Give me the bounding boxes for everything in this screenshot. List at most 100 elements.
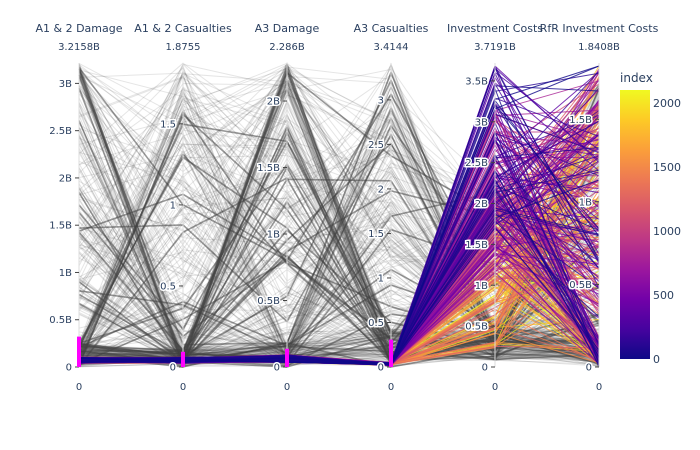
axis-range-max: 1.8408B (578, 42, 620, 53)
context-line (78, 197, 600, 362)
tick-label: 1.5 (368, 229, 384, 240)
axis-range-min: 0 (180, 382, 186, 393)
axis-title[interactable]: A1 & 2 Damage (35, 22, 122, 35)
tick-label: 1.5B (465, 240, 488, 251)
colorbar-tick-label: 0 (653, 353, 660, 366)
axis[interactable]: A1 & 2 Casualties 1.8755 00 0.5 1 1.5 (134, 22, 232, 393)
context-line (78, 259, 600, 358)
context-line (78, 197, 600, 355)
context-line (78, 82, 600, 349)
tick-label: 0.5 (368, 318, 384, 329)
axis-title[interactable]: RfR Investment Costs (540, 22, 659, 35)
context-line (78, 68, 600, 337)
highlighted-line (78, 65, 600, 365)
context-line (78, 118, 600, 365)
context-line (78, 154, 600, 351)
context-line (78, 217, 600, 363)
context-line (78, 77, 600, 367)
context-line (78, 238, 600, 366)
context-line (78, 105, 600, 365)
axis-title[interactable]: A3 Damage (255, 22, 320, 35)
axis-range-max: 2.286B (269, 42, 305, 53)
tick-label: 0 (586, 363, 592, 374)
brush-selection[interactable] (285, 348, 289, 367)
context-line (78, 85, 600, 351)
axis[interactable]: A3 Casualties 3.4144 00 0.5 1 1.5 2 2.5 3 (354, 22, 429, 393)
context-line (78, 64, 600, 354)
context-line (78, 75, 600, 355)
tick-label: 1B (579, 197, 592, 208)
context-line (78, 109, 600, 357)
context-line (78, 334, 600, 358)
context-line (78, 97, 600, 368)
colorbar-gradient (620, 90, 650, 359)
brush-selection[interactable] (389, 339, 393, 367)
context-line (78, 93, 600, 361)
axis-title[interactable]: Investment Costs (447, 22, 543, 35)
tick-label: 1.5 (160, 119, 176, 130)
context-line (78, 212, 600, 358)
tick-label: 0 (66, 363, 72, 374)
axis[interactable]: A1 & 2 Damage 3.2158B 00 0.5B 1B 1.5B 2B 2.5B 3B (35, 22, 122, 393)
highlighted-lines (78, 64, 600, 367)
colorbar-tick-label: 2000 (653, 97, 681, 110)
context-line (78, 66, 600, 367)
context-line (78, 75, 600, 347)
context-line (78, 251, 600, 359)
context-line (78, 102, 600, 350)
tick-label: 3B (475, 117, 488, 128)
context-line (78, 265, 600, 356)
context-line (78, 286, 600, 367)
context-line (78, 348, 600, 360)
tick-label: 3 (378, 95, 384, 106)
tick-label: 1.5B (569, 115, 592, 126)
context-line (78, 89, 600, 360)
context-line (78, 163, 600, 361)
tick-label: 0 (482, 363, 488, 374)
axis-title[interactable]: A1 & 2 Casualties (134, 22, 232, 35)
context-line (78, 74, 600, 369)
tick-label: 2B (475, 199, 488, 210)
tick-label: 2.5B (49, 126, 72, 137)
brush-selection[interactable] (181, 351, 185, 367)
context-line (78, 120, 600, 366)
context-line (78, 193, 600, 357)
tick-label: 2 (378, 184, 384, 195)
tick-label: 1.5B (257, 163, 280, 174)
tick-label: 0.5B (465, 322, 488, 333)
context-line (78, 196, 600, 367)
colorbar: index 0 500 1000 1500 2000 (620, 71, 681, 366)
context-line (78, 215, 600, 352)
context-line (78, 102, 600, 360)
context-line (78, 204, 600, 364)
context-line (78, 200, 600, 364)
context-line (78, 99, 600, 358)
colorbar-tick-label: 1000 (653, 225, 681, 238)
context-line (78, 132, 600, 354)
context-line (78, 73, 600, 366)
axis-range-max: 3.2158B (58, 42, 100, 53)
context-line (78, 65, 600, 368)
brush-selection[interactable] (77, 336, 81, 367)
axis-range-max: 1.8755 (166, 42, 201, 53)
context-line (78, 68, 600, 363)
context-line (78, 93, 600, 350)
tick-label: 3.5B (465, 76, 488, 87)
context-line (78, 149, 600, 364)
axis-title[interactable]: A3 Casualties (354, 22, 429, 35)
context-line (78, 227, 600, 357)
axis-range-min: 0 (76, 382, 82, 393)
tick-label: 2B (267, 97, 280, 108)
axis-range-min: 0 (284, 382, 290, 393)
axes: A1 & 2 Damage3.2158B000.5B1B1.5B2B2.5B3B… (35, 22, 658, 393)
colorbar-tick-label: 500 (653, 289, 674, 302)
context-line (78, 104, 600, 362)
axis[interactable]: A3 Damage 2.286B 00 0.5B 1B 1.5B 2B (255, 22, 320, 393)
axis[interactable]: Investment Costs 3.7191B 00 0.5B 1B 1.5B 2B 2.5… (447, 22, 543, 393)
tick-label: 2.5 (368, 140, 384, 151)
context-line (78, 125, 600, 367)
context-line (78, 291, 600, 367)
context-line (78, 118, 600, 357)
axis-range-max: 3.4144 (374, 42, 409, 53)
